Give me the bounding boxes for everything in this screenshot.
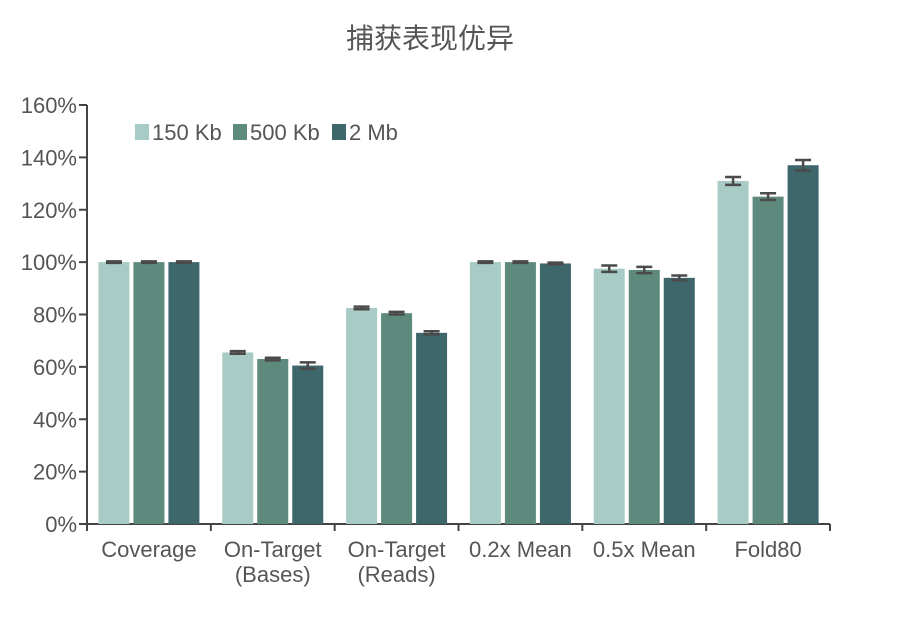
bar	[628, 269, 660, 524]
bar	[292, 365, 324, 524]
bar	[381, 313, 413, 524]
y-tick-label: 80%	[33, 303, 77, 328]
x-tick-label: 0.5x Mean	[593, 537, 696, 562]
axes: 0% 20% 40% 60% 80% 100% 120% 140% 160% Coverage On…	[21, 93, 831, 587]
bar	[346, 307, 378, 524]
legend-label: 2 Mb	[349, 120, 398, 145]
x-tick-label: (Bases)	[235, 562, 311, 587]
bar	[416, 332, 448, 524]
x-tick-label: Coverage	[101, 537, 196, 562]
bar	[469, 262, 501, 524]
x-tick-label: Fold80	[734, 537, 801, 562]
y-tick-label: 20%	[33, 460, 77, 485]
bar	[222, 352, 254, 524]
legend-swatch	[233, 124, 247, 140]
legend-label: 150 Kb	[152, 120, 222, 145]
y-tick-label: 120%	[21, 198, 77, 223]
legend-label: 500 Kb	[250, 120, 320, 145]
bars	[98, 158, 819, 524]
bar	[663, 277, 695, 524]
bar	[98, 262, 130, 524]
bar	[787, 165, 819, 524]
bar	[539, 263, 571, 524]
bar	[717, 180, 749, 524]
chart-title: 捕获表现优异	[346, 22, 514, 55]
x-tick-label: On-Target	[224, 537, 322, 562]
bar	[257, 359, 289, 524]
bar	[168, 262, 200, 524]
y-tick-label: 100%	[21, 250, 77, 275]
y-tick-label: 40%	[33, 407, 77, 432]
x-tick-label: 0.2x Mean	[469, 537, 572, 562]
bar	[752, 196, 784, 524]
y-tick-label: 160%	[21, 93, 77, 118]
bar	[593, 268, 625, 524]
y-tick-label: 60%	[33, 355, 77, 380]
y-tick-label: 140%	[21, 145, 77, 170]
bar	[504, 262, 536, 524]
y-tick-label: 0%	[45, 512, 77, 537]
x-tick-label: On-Target	[348, 537, 446, 562]
legend-swatch	[332, 124, 346, 140]
bar	[133, 262, 165, 524]
legend: 150 Kb 500 Kb 2 Mb	[135, 120, 398, 145]
legend-swatch	[135, 124, 149, 140]
x-tick-label: (Reads)	[357, 562, 435, 587]
